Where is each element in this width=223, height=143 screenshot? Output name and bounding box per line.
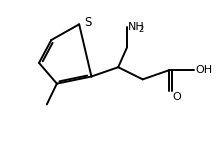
Text: OH: OH bbox=[195, 65, 212, 75]
Text: O: O bbox=[173, 92, 182, 102]
Text: S: S bbox=[84, 16, 91, 29]
Text: NH: NH bbox=[128, 22, 145, 32]
Text: 2: 2 bbox=[138, 25, 144, 34]
